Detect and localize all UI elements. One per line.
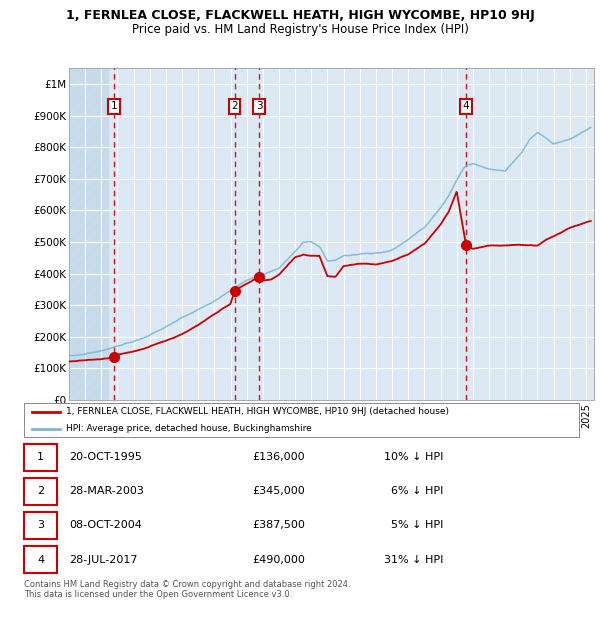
Text: Price paid vs. HM Land Registry's House Price Index (HPI): Price paid vs. HM Land Registry's House …	[131, 23, 469, 36]
Text: 2: 2	[37, 486, 44, 497]
Text: 28-JUL-2017: 28-JUL-2017	[69, 554, 137, 565]
Text: 1: 1	[111, 101, 118, 111]
Text: £136,000: £136,000	[252, 452, 305, 463]
Text: 08-OCT-2004: 08-OCT-2004	[69, 520, 142, 531]
Text: 10% ↓ HPI: 10% ↓ HPI	[384, 452, 443, 463]
Text: HPI: Average price, detached house, Buckinghamshire: HPI: Average price, detached house, Buck…	[65, 424, 311, 433]
Text: 2: 2	[231, 101, 238, 111]
Text: £490,000: £490,000	[252, 554, 305, 565]
Text: £387,500: £387,500	[252, 520, 305, 531]
Text: 4: 4	[463, 101, 469, 111]
Text: 31% ↓ HPI: 31% ↓ HPI	[384, 554, 443, 565]
Text: £345,000: £345,000	[252, 486, 305, 497]
Text: 3: 3	[256, 101, 263, 111]
Text: 1, FERNLEA CLOSE, FLACKWELL HEATH, HIGH WYCOMBE, HP10 9HJ (detached house): 1, FERNLEA CLOSE, FLACKWELL HEATH, HIGH …	[65, 407, 449, 416]
Text: 5% ↓ HPI: 5% ↓ HPI	[384, 520, 443, 531]
Text: 6% ↓ HPI: 6% ↓ HPI	[384, 486, 443, 497]
Text: Contains HM Land Registry data © Crown copyright and database right 2024.
This d: Contains HM Land Registry data © Crown c…	[24, 580, 350, 599]
Text: 4: 4	[37, 554, 44, 565]
Text: 1, FERNLEA CLOSE, FLACKWELL HEATH, HIGH WYCOMBE, HP10 9HJ: 1, FERNLEA CLOSE, FLACKWELL HEATH, HIGH …	[65, 9, 535, 22]
Text: 3: 3	[37, 520, 44, 531]
Text: 28-MAR-2003: 28-MAR-2003	[69, 486, 144, 497]
Bar	[69, 68, 109, 400]
Text: 1: 1	[37, 452, 44, 463]
Text: 20-OCT-1995: 20-OCT-1995	[69, 452, 142, 463]
